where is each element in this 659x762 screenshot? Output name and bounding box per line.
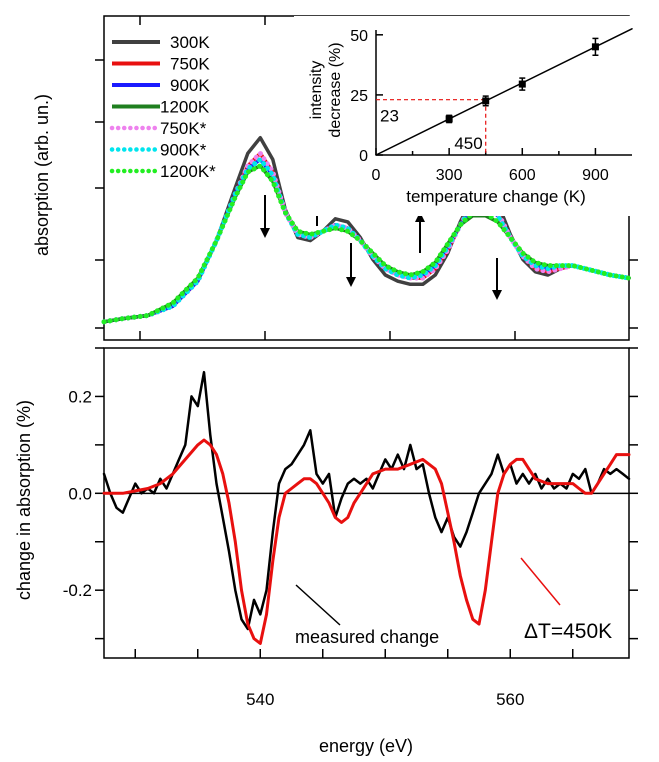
inset-panel: 0 300 600 900 0 25 50 temperature change (K) int… — [294, 16, 642, 216]
inset-guide-x-label: 450 — [454, 134, 482, 153]
top-arrow-up-3 — [415, 212, 425, 253]
inset-xtick-label-0: 0 — [372, 167, 381, 184]
top-series-1200k-star — [101, 163, 632, 325]
top-series-300k — [102, 135, 631, 324]
legend-label-5: 900K* — [160, 141, 207, 160]
bottom-ytick-label-2: -0.2 — [63, 581, 92, 600]
top-arrow-down-2-head — [346, 277, 356, 287]
legend: 300K 750K 900K 1200K 750K* 900K* 1200K* — [109, 33, 216, 181]
inset-ytick-label-0: 0 — [359, 148, 368, 165]
bottom-ytick-label-1: 0.0 — [68, 484, 92, 503]
bottom-panel: 0.2 0.0 -0.2 540 560 energy (eV) change in abs… — [14, 347, 638, 756]
top-panel: absorption (arb. un.) 300K 750K 900K 1200K 75… — [32, 15, 638, 341]
inset-point-3 — [591, 43, 599, 51]
bottom-plot-frame — [103, 347, 630, 659]
annotation-measured-pointer — [295, 584, 341, 626]
inset-xtick-label-3: 900 — [582, 167, 609, 184]
inset-ylabel-line-0: intensity — [308, 61, 325, 120]
bottom-xlabel: energy (eV) — [319, 736, 413, 756]
inset-ylabel: intensity decrease (%) — [308, 42, 344, 137]
legend-label-3: 1200K — [160, 98, 210, 117]
inset-background — [294, 16, 642, 216]
bottom-xtick-label-0: 540 — [246, 690, 274, 709]
bottom-series-measured — [102, 370, 631, 631]
top-series-900k-star — [101, 157, 632, 325]
legend-label-2: 900K — [170, 76, 210, 95]
inset-xtick-label-1: 300 — [436, 167, 463, 184]
top-arrow-down-2 — [346, 243, 356, 287]
inset-xtick-label-2: 600 — [509, 167, 536, 184]
top-arrow-down-4-head — [492, 290, 502, 300]
annotation-deltat-pointer — [520, 557, 561, 606]
inset-point-0 — [445, 115, 453, 123]
inset-ytick-label-1: 25 — [350, 88, 368, 105]
top-arrow-up-3-head — [415, 212, 425, 222]
legend-label-6: 1200K* — [160, 162, 216, 181]
bottom-xtick-label-1: 560 — [496, 690, 524, 709]
annotation-measured-label: measured change — [295, 627, 439, 647]
inset-ytick-label-2: 50 — [350, 28, 368, 45]
bottom-series-simulated — [102, 438, 631, 645]
inset-fit-line — [375, 28, 633, 156]
legend-label-0: 300K — [170, 33, 210, 52]
inset-point-2 — [518, 80, 526, 88]
top-arrow-down-4 — [492, 258, 502, 300]
bottom-ylabel: change in absorption (%) — [14, 400, 34, 600]
top-ylabel: absorption (arb. un.) — [32, 94, 52, 256]
bottom-ytick-label-0: 0.2 — [68, 387, 92, 406]
top-arrow-down-0-head — [260, 228, 270, 238]
inset-point-1 — [482, 97, 490, 105]
legend-label-4: 750K* — [160, 119, 207, 138]
inset-xlabel: temperature change (K) — [406, 187, 586, 206]
legend-label-1: 750K — [170, 55, 210, 74]
annotation-deltat-label: ΔT=450K — [524, 620, 612, 643]
inset-guide-y-label: 23 — [380, 107, 399, 126]
inset-ylabel-line-1: decrease (%) — [327, 42, 344, 137]
top-arrow-down-0 — [260, 195, 270, 238]
